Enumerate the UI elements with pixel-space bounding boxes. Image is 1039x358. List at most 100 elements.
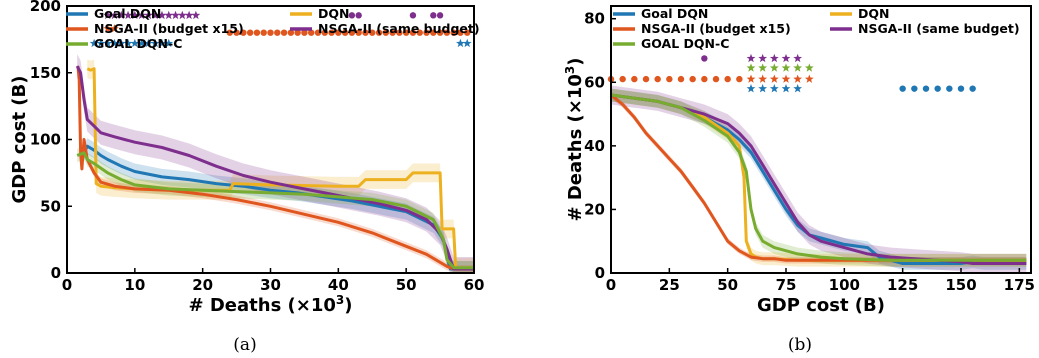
marker-dot-goal_dqn (934, 85, 941, 92)
marker-dot-nsga_x15 (666, 75, 673, 83)
marker-dot-nsga_x15 (724, 75, 731, 83)
series-goal_dqn-1-line (611, 93, 1027, 265)
marker-star-nsga_same (191, 10, 201, 20)
legend-entry-nsga_x15: NSGA-II (budget x15) (66, 21, 244, 36)
marker-star-goal_dqn (137, 38, 146, 48)
marker-dot-nsga_x15 (396, 29, 403, 36)
marker-star-goal_dqn (462, 38, 472, 48)
x-tick-label: 40 (328, 276, 349, 294)
marker-dot-nsga_x15 (369, 29, 376, 36)
x-tick-label: 175 (1004, 276, 1035, 294)
marker-dot-nsga_x15 (341, 29, 349, 36)
marker-star-nsga_same (116, 10, 126, 20)
marker-star-goal_dqn (144, 38, 153, 48)
marker-dot-nsga_x15 (402, 29, 410, 36)
y-axis-label-tail: ) (565, 58, 586, 66)
marker-star-nsga_same (144, 10, 153, 20)
marker-dot-goal_dqn (922, 85, 930, 92)
marker-dot-nsga_x15 (382, 29, 390, 36)
marker-dot-nsga_same (430, 12, 437, 19)
marker-dot-nsga_x15 (416, 29, 423, 36)
x-tick-label: 100 (829, 276, 860, 294)
x-tick-label: 75 (776, 276, 797, 294)
marker-star-goal_dqn (123, 38, 133, 48)
marker-star-nsga_same (793, 53, 803, 63)
marker-dot-nsga_x15 (423, 29, 430, 36)
panel-b: 0 25 50 75 100 125 150 175 0 20 40 60 80 GDP cost (B)… (563, 5, 1035, 355)
legend-label: Goal DQN (94, 6, 161, 21)
marker-dot-nsga_x15 (457, 29, 464, 36)
marker-star-goal_dqn (89, 38, 99, 48)
marker-star-nsga_same (164, 10, 174, 20)
marker-dot-nsga_x15 (450, 29, 457, 36)
marker-dot-nsga_same (355, 12, 362, 19)
legend-entry-goal_dqn_c: GOAL DQN-C (66, 36, 182, 51)
marker-star-nsga_x15 (793, 74, 803, 83)
marker-star-goal_dqn (758, 84, 768, 93)
legend-label: GOAL DQN-C (94, 36, 182, 51)
marker-dot-nsga_x15 (631, 75, 638, 83)
series-goal_dqn-0-band (84, 138, 474, 273)
marker-star-goal_dqn_c (804, 63, 814, 72)
marker-dot-nsga_x15 (375, 29, 383, 36)
series-nsga_x15-1-line (611, 93, 1027, 262)
marker-dot-nsga_x15 (240, 29, 247, 36)
marker-dot-nsga_x15 (689, 75, 696, 83)
marker-dot-nsga_same (436, 12, 444, 19)
marker-dot-nsga_x15 (274, 29, 281, 36)
marker-star-nsga_same (137, 10, 146, 20)
marker-star-nsga_same (130, 10, 140, 20)
legend-entry-dqn: DQN (830, 6, 889, 21)
y-tick-label: 60 (584, 73, 605, 91)
marker-dot-nsga_x15 (335, 29, 342, 36)
marker-star-nsga_same (184, 10, 194, 20)
marker-dot-goal_dqn (957, 85, 965, 92)
marker-dot-nsga_x15 (308, 29, 315, 36)
series-nsga_x15-0-line (76, 65, 474, 271)
marker-star-goal_dqn_c (769, 63, 779, 72)
marker-dot-goal_dqn (946, 85, 953, 92)
marker-star-nsga_x15 (781, 74, 791, 83)
marker-star-goal_dqn (793, 84, 803, 93)
marker-dot-nsga_x15 (436, 29, 444, 36)
marker-star-goal_dqn (116, 38, 126, 48)
legend-label: DQN (318, 6, 349, 21)
marker-star-goal_dqn (103, 38, 113, 48)
marker-dot-nsga_x15 (701, 75, 708, 83)
x-axis-label-tail: ) (344, 295, 352, 316)
series-dqn-1-band (611, 88, 1027, 267)
marker-star-goal_dqn (150, 38, 160, 48)
marker-star-nsga_same (177, 10, 187, 20)
marker-star-nsga_same (103, 10, 113, 20)
legend-label: NSGA-II (same budget) (858, 21, 1020, 36)
legend-label: GOAL DQN-C (641, 36, 729, 51)
marker-dot-nsga_x15 (294, 29, 301, 36)
legend-label: Goal DQN (641, 6, 708, 21)
marker-dot-nsga_x15 (287, 29, 295, 36)
marker-star-goal_dqn_c (746, 63, 756, 72)
marker-star-nsga_x15 (804, 74, 814, 83)
marker-dot-nsga_x15 (712, 75, 720, 83)
series-goal_dqn_c-0-line (76, 151, 474, 270)
panel-a: 0 10 20 30 40 50 60 0 50 100 150 200 # Deaths (×103)… (9, 0, 484, 355)
x-tick-label: 25 (659, 276, 680, 294)
marker-star-nsga_same (746, 53, 756, 63)
panel-caption: (a) (233, 335, 256, 355)
x-tick-label: 0 (62, 276, 72, 294)
marker-dot-nsga_x15 (328, 29, 335, 36)
marker-dot-nsga_x15 (280, 29, 288, 36)
marker-star-goal_dqn_c (793, 63, 803, 72)
series-nsga_same-1-line (611, 93, 1027, 265)
y-axis-label: GDP cost (B) (9, 76, 30, 204)
marker-star-nsga_same (758, 53, 768, 63)
marker-dot-nsga_x15 (654, 75, 661, 83)
y-tick-label: 150 (30, 64, 61, 82)
legend-entry-goal_dqn: Goal DQN (613, 6, 708, 21)
marker-star-goal_dqn (746, 84, 756, 93)
x-tick-label: 0 (606, 276, 616, 294)
legend-entry-goal_dqn_c: GOAL DQN-C (613, 36, 729, 51)
marker-star-nsga_same (781, 53, 791, 63)
y-axis-label: # Deaths (×103) (563, 58, 586, 222)
